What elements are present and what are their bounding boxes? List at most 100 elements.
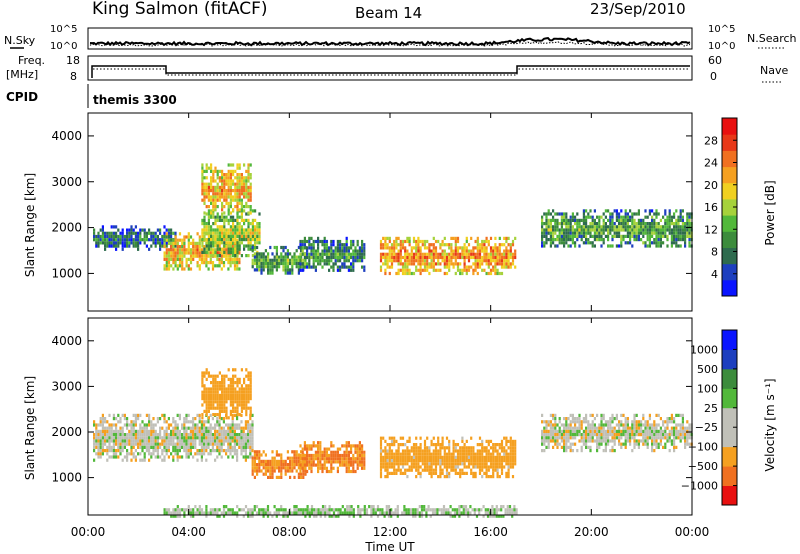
echo-cell (260, 469, 263, 473)
echo-cell (218, 245, 221, 249)
echo-cell (664, 212, 667, 216)
echo-cell (302, 469, 305, 473)
echo-cell (483, 252, 486, 256)
echo-cell (565, 241, 568, 245)
echo-cell (582, 215, 585, 219)
echo-cell (602, 222, 605, 226)
echo-cell (275, 268, 278, 272)
echo-cell (602, 231, 605, 235)
echo-cell (668, 212, 671, 216)
echo-cell (602, 212, 605, 216)
echo-cell (178, 254, 182, 258)
echo-cell (415, 243, 418, 247)
echo-cell (212, 400, 215, 404)
echo-cell (176, 423, 179, 427)
echo-cell (664, 225, 667, 229)
echo-cell (293, 456, 296, 460)
echo-cell (437, 239, 440, 244)
echo-cell (434, 446, 438, 450)
echo-cell (552, 215, 555, 219)
echo-cell (271, 469, 274, 473)
echo-cell (115, 449, 118, 453)
echo-cell (139, 436, 142, 440)
echo-cell (607, 436, 610, 440)
echo-cell (256, 255, 259, 259)
echo-cell (211, 449, 214, 453)
echo-cell (278, 258, 281, 262)
echo-cell (339, 252, 342, 256)
echo-cell (126, 417, 129, 421)
echo-cell (196, 426, 199, 430)
echo-cell (615, 436, 618, 440)
echo-cell (323, 252, 326, 256)
echo-cell (251, 472, 254, 476)
echo-cell (240, 218, 243, 222)
echo-cell (205, 371, 208, 375)
echo-cell (593, 423, 596, 427)
echo-cell (238, 163, 241, 167)
echo-cell (620, 413, 623, 417)
echo-cell (212, 413, 215, 417)
echo-cell (500, 271, 504, 276)
echo-cell (607, 234, 610, 238)
echo-cell (485, 249, 488, 253)
echo-cell (251, 456, 254, 460)
echo-cell (489, 271, 493, 276)
echo-cell (203, 409, 206, 413)
echo-cell (134, 442, 137, 446)
echo-cell (596, 429, 599, 433)
echo-cell (310, 246, 313, 250)
echo-cell (684, 231, 687, 235)
echo-cell (232, 406, 235, 410)
echo-cell (474, 265, 477, 269)
echo-cell (631, 231, 634, 235)
echo-cell (201, 189, 204, 193)
echo-cell (170, 442, 173, 446)
echo-cell (200, 455, 203, 459)
echo-cell (218, 420, 221, 424)
echo-cell (593, 417, 596, 421)
echo-cell (426, 449, 429, 453)
echo-cell (363, 249, 366, 253)
echo-cell (203, 397, 206, 401)
echo-cell (345, 457, 348, 461)
echo-cell (218, 406, 221, 410)
echo-cell (552, 209, 555, 213)
echo-cell (165, 445, 168, 449)
echo-cell (251, 218, 254, 222)
colorbar-tick-label: 16 (704, 201, 718, 214)
echo-cell (423, 265, 427, 269)
echo-cell (312, 249, 315, 253)
echo-cell (223, 393, 226, 397)
echo-cell (165, 251, 168, 255)
echo-cell (220, 417, 223, 421)
echo-cell (388, 443, 391, 447)
echo-cell (514, 452, 517, 456)
echo-cell (585, 433, 588, 437)
echo-cell (543, 244, 546, 248)
echo-cell (161, 439, 164, 443)
echo-cell (361, 463, 364, 467)
echo-cell (170, 241, 173, 245)
echo-cell (284, 268, 287, 272)
echo-cell (450, 455, 453, 459)
echo-cell (412, 449, 416, 453)
echo-cell (646, 429, 649, 433)
echo-cell (571, 241, 574, 245)
echo-cell (474, 475, 477, 479)
echo-cell (323, 236, 326, 240)
echo-cell (500, 259, 504, 263)
echo-cell (212, 205, 215, 209)
echo-cell (339, 243, 342, 247)
echo-cell (472, 252, 475, 256)
echo-cell (156, 452, 159, 456)
echo-cell (236, 163, 239, 167)
echo-cell (662, 231, 665, 235)
echo-cell (511, 243, 515, 247)
echo-cell (295, 453, 298, 457)
echo-cell (238, 397, 241, 401)
echo-cell (251, 463, 254, 467)
echo-cell (154, 449, 157, 453)
echo-cell (165, 442, 168, 446)
